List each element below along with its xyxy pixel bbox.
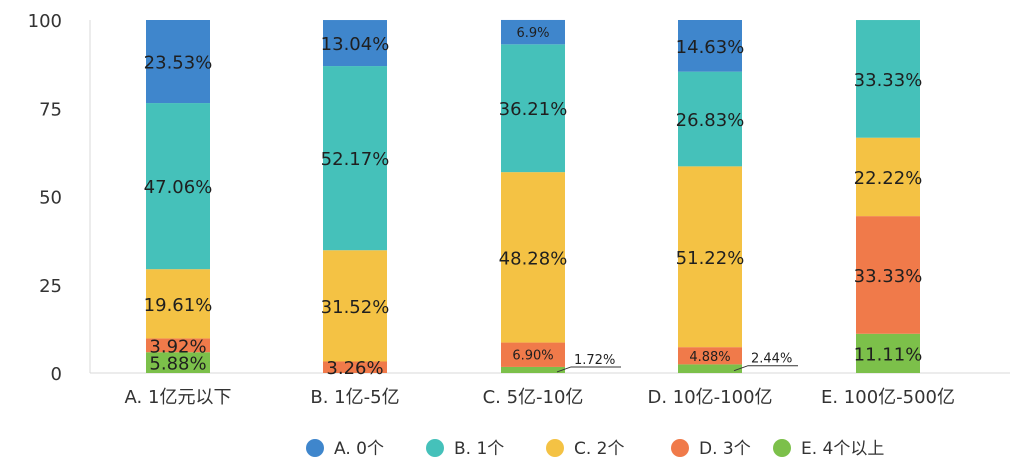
data-label-1-2: 3.92% xyxy=(149,336,206,357)
data-label-4-4: 26.83% xyxy=(676,110,745,131)
data-label-2-4: 52.17% xyxy=(321,149,390,170)
data-label-3-1: 1.72% xyxy=(574,353,615,368)
bar-segment-4-1 xyxy=(678,364,742,373)
data-label-3-2: 6.90% xyxy=(512,349,553,364)
bar-segment-1-2 xyxy=(146,338,210,353)
bar-segment-3-5 xyxy=(501,19,565,45)
y-tick-label-100: 100 xyxy=(28,11,62,32)
legend-label-5: E. 4个以上 xyxy=(801,439,884,459)
data-label-1-4: 47.06% xyxy=(144,177,213,198)
y-tick-label-50: 50 xyxy=(39,188,62,209)
bar-segment-4-2 xyxy=(678,347,742,365)
data-label-5-3: 22.22% xyxy=(854,168,923,189)
data-label-5-1: 11.11% xyxy=(854,344,923,365)
bar-segment-3-1 xyxy=(501,366,565,373)
data-label-3-4: 36.21% xyxy=(499,99,568,120)
data-label-4-3: 51.22% xyxy=(676,248,745,269)
legend-marker-2 xyxy=(426,439,444,457)
legend-label-4: D. 3个 xyxy=(699,439,751,459)
data-label-5-2: 33.33% xyxy=(854,266,923,287)
data-label-2-3: 31.52% xyxy=(321,297,390,318)
bar-segment-5-1 xyxy=(856,333,920,373)
data-label-3-3: 48.28% xyxy=(499,248,568,269)
data-label-1-1: 5.88% xyxy=(149,354,206,375)
legend-label-1: A. 0个 xyxy=(334,439,384,459)
bar-segment-4-4 xyxy=(678,71,742,167)
y-tick-label-25: 25 xyxy=(39,276,62,297)
leader-line-4-1 xyxy=(733,365,798,372)
data-label-2-2: 3.26% xyxy=(326,358,383,379)
bar-segment-1-1 xyxy=(146,352,210,373)
legend-marker-3 xyxy=(546,439,564,457)
bar-segment-1-3 xyxy=(146,269,210,339)
x-tick-label-4: D. 10亿-100亿 xyxy=(647,387,772,408)
bar-segment-4-3 xyxy=(678,166,742,348)
data-label-2-5: 13.04% xyxy=(321,34,390,55)
data-label-1-3: 19.61% xyxy=(144,295,213,316)
legend-marker-5 xyxy=(773,439,791,457)
y-tick-label-0: 0 xyxy=(51,364,62,385)
bar-segment-5-2 xyxy=(856,216,920,334)
data-label-4-5: 14.63% xyxy=(676,37,745,58)
bar-segment-2-2 xyxy=(323,361,387,373)
leader-line-3-1 xyxy=(556,366,621,373)
legend-label-2: B. 1个 xyxy=(454,439,504,459)
data-label-5-4: 33.33% xyxy=(854,70,923,91)
bar-segment-5-4 xyxy=(856,20,920,138)
data-label-1-5: 23.53% xyxy=(144,53,213,74)
x-tick-label-1: A. 1亿元以下 xyxy=(125,387,232,408)
data-label-4-2: 4.88% xyxy=(689,350,730,365)
bar-segment-1-4 xyxy=(146,103,210,270)
bar-segment-3-3 xyxy=(501,172,565,343)
y-tick-label-75: 75 xyxy=(39,99,62,120)
bar-segment-2-4 xyxy=(323,66,387,251)
x-tick-label-5: E. 100亿-500亿 xyxy=(821,387,955,408)
data-label-3-5: 6.9% xyxy=(516,26,549,41)
x-tick-label-2: B. 1亿-5亿 xyxy=(310,387,399,408)
bar-segment-3-2 xyxy=(501,342,565,367)
bar-segment-2-3 xyxy=(323,250,387,362)
legend-label-3: C. 2个 xyxy=(574,439,625,459)
legend-marker-1 xyxy=(306,439,324,457)
legend-marker-4 xyxy=(671,439,689,457)
bar-segment-4-5 xyxy=(678,20,742,72)
bar-segment-2-5 xyxy=(323,20,387,67)
bar-segment-1-5 xyxy=(146,20,210,104)
bar-segment-5-3 xyxy=(856,137,920,217)
data-label-4-1: 2.44% xyxy=(751,352,792,367)
bar-segment-3-4 xyxy=(501,44,565,173)
x-tick-label-3: C. 5亿-10亿 xyxy=(483,387,584,408)
